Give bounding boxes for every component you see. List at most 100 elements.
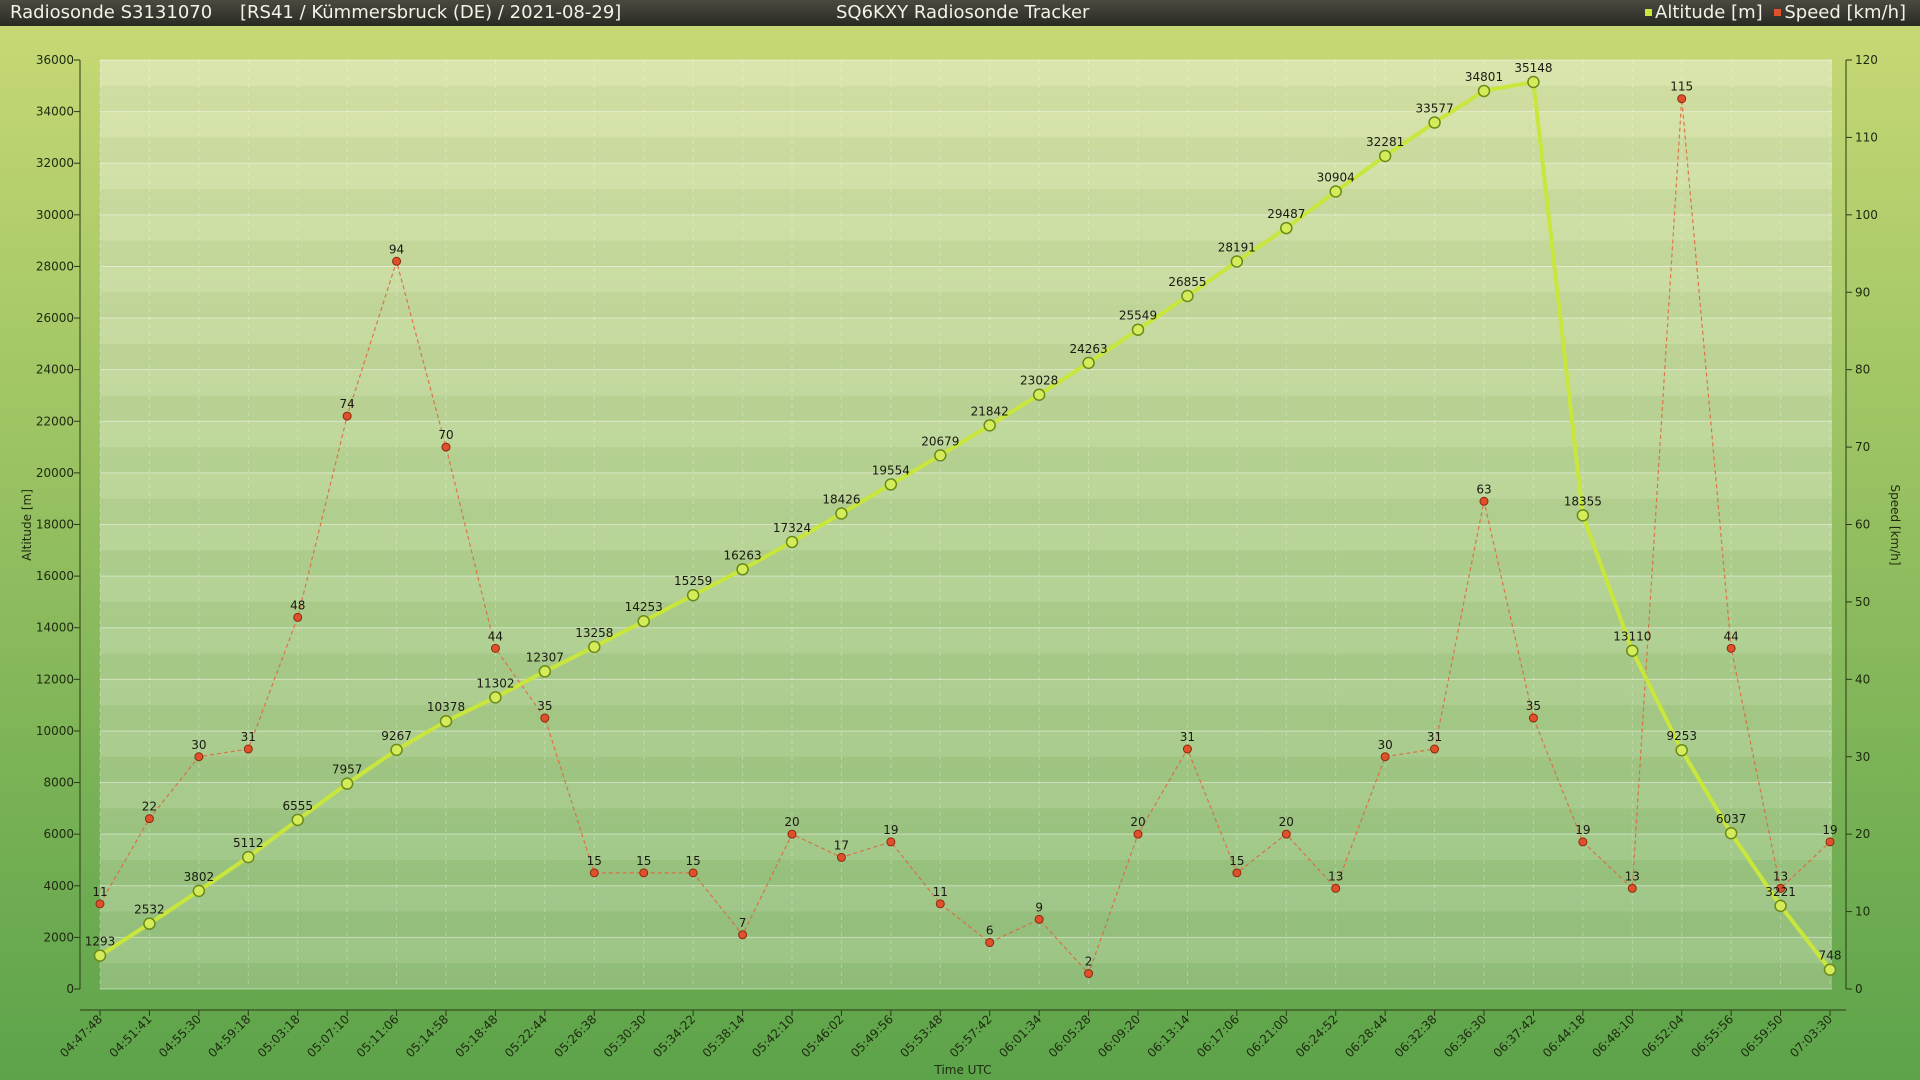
speed-point — [293, 612, 303, 622]
speed-point — [1084, 969, 1094, 979]
speed-point — [1528, 713, 1538, 723]
altitude-point — [1032, 388, 1046, 401]
y-tick-label: 4000 — [43, 879, 74, 893]
speed-data-label: 35 — [537, 699, 552, 713]
speed-point — [1825, 837, 1835, 847]
speed-data-label: 70 — [438, 428, 453, 442]
speed-point — [935, 899, 945, 909]
altitude-point — [340, 777, 354, 790]
speed-data-label: 44 — [488, 629, 503, 643]
altitude-point — [785, 535, 799, 549]
speed-data-label: 13 — [1328, 869, 1343, 883]
altitude-point — [1428, 116, 1441, 129]
plot-area — [100, 60, 1832, 989]
altitude-data-label: 17324 — [773, 521, 811, 535]
y-tick-label: 22000 — [36, 414, 74, 428]
altitude-point — [835, 507, 848, 520]
grid-band — [100, 369, 1832, 396]
y-tick-label: 8000 — [43, 776, 74, 790]
grid-band — [100, 627, 1832, 654]
grid-band — [100, 266, 1832, 293]
grid-band — [100, 730, 1832, 757]
y2-tick-label: 50 — [1855, 595, 1870, 609]
y-tick-label: 26000 — [36, 311, 74, 325]
y2-tick-label: 80 — [1855, 363, 1870, 377]
speed-data-label: 6 — [986, 924, 994, 938]
altitude-data-label: 6555 — [282, 799, 313, 813]
speed-data-label: 35 — [1526, 699, 1541, 713]
grid-band — [100, 912, 1832, 938]
altitude-point — [1675, 743, 1688, 757]
speed-point — [392, 256, 402, 266]
altitude-point — [390, 743, 403, 757]
speed-data-label: 115 — [1670, 80, 1693, 94]
y2-tick-label: 110 — [1855, 130, 1878, 144]
y-axis-label: Altitude [m] — [20, 489, 34, 561]
speed-data-label: 13 — [1773, 869, 1788, 883]
speed-data-label: 7 — [739, 916, 747, 930]
altitude-data-label: 3221 — [1765, 885, 1796, 899]
grid-band — [100, 602, 1832, 628]
altitude-data-label: 34801 — [1465, 70, 1503, 84]
speed-data-label: 20 — [1130, 815, 1145, 829]
grid-band — [100, 86, 1832, 112]
altitude-data-label: 6037 — [1716, 812, 1747, 826]
altitude-data-label: 33577 — [1415, 102, 1453, 116]
altitude-data-label: 24263 — [1069, 342, 1107, 356]
y-tick-label: 12000 — [36, 672, 74, 686]
altitude-data-label: 7957 — [332, 763, 363, 777]
grid-band — [100, 214, 1832, 241]
altitude-point — [686, 588, 700, 602]
grid-band — [100, 524, 1832, 551]
grid-band — [100, 705, 1832, 731]
grid-band — [100, 679, 1832, 706]
speed-point — [1677, 94, 1687, 104]
altitude-speed-chart: 0 2000 4000 6000 8000 10000 12000 14000 16000 180… — [0, 26, 1920, 1080]
y2-tick-label: 90 — [1855, 285, 1870, 299]
y-tick-label: 10000 — [36, 724, 74, 738]
speed-data-label: 44 — [1724, 629, 1739, 643]
altitude-data-label: 23028 — [1020, 374, 1058, 388]
speed-data-label: 11 — [933, 885, 948, 899]
altitude-point — [1477, 84, 1491, 98]
grid-band — [100, 163, 1832, 190]
altitude-legend-swatch — [1645, 8, 1652, 16]
altitude-point — [1626, 644, 1639, 657]
speed-point — [1182, 744, 1192, 754]
speed-data-label: 30 — [1378, 738, 1393, 752]
altitude-point — [143, 917, 156, 930]
speed-point — [1627, 883, 1637, 893]
speed-data-label: 63 — [1476, 482, 1491, 496]
altitude-point — [93, 949, 107, 962]
altitude-data-label: 16263 — [723, 548, 761, 562]
y-tick-label: 2000 — [43, 930, 74, 944]
grid-band — [100, 318, 1832, 344]
speed-point — [1331, 883, 1341, 893]
grid-band — [100, 60, 1832, 86]
altitude-data-label: 13110 — [1613, 630, 1651, 644]
altitude-legend-label: Altitude [m] — [1655, 2, 1763, 23]
speed-series: 11 22 30 31 48 74 94 70 44 35 15 15 15 7 20 17 19 11 6 9 2 20… — [92, 80, 1838, 979]
speed-point — [589, 868, 599, 878]
y-tick-label: 28000 — [36, 259, 74, 273]
altitude-data-label: 3802 — [184, 870, 215, 884]
speed-data-label: 2 — [1085, 955, 1093, 969]
speed-data-label: 15 — [686, 854, 701, 868]
speed-point — [1578, 837, 1588, 847]
altitude-data-label: 12307 — [526, 650, 564, 664]
altitude-data-label: 32281 — [1366, 135, 1404, 149]
grid-band — [100, 808, 1832, 834]
altitude-point — [884, 478, 898, 491]
legend: Altitude [m] Speed [km/h] — [1639, 0, 1906, 26]
speed-point — [1133, 829, 1143, 839]
altitude-point — [242, 850, 255, 864]
speed-data-label: 11 — [92, 885, 107, 899]
grid-band — [100, 189, 1832, 215]
altitude-data-label: 20679 — [921, 434, 959, 448]
grid-band — [100, 654, 1832, 680]
speed-data-label: 31 — [1180, 730, 1195, 744]
altitude-data-label: 5112 — [233, 836, 264, 850]
grid-band — [100, 885, 1832, 912]
speed-point — [342, 411, 352, 421]
speed-point — [639, 868, 649, 878]
